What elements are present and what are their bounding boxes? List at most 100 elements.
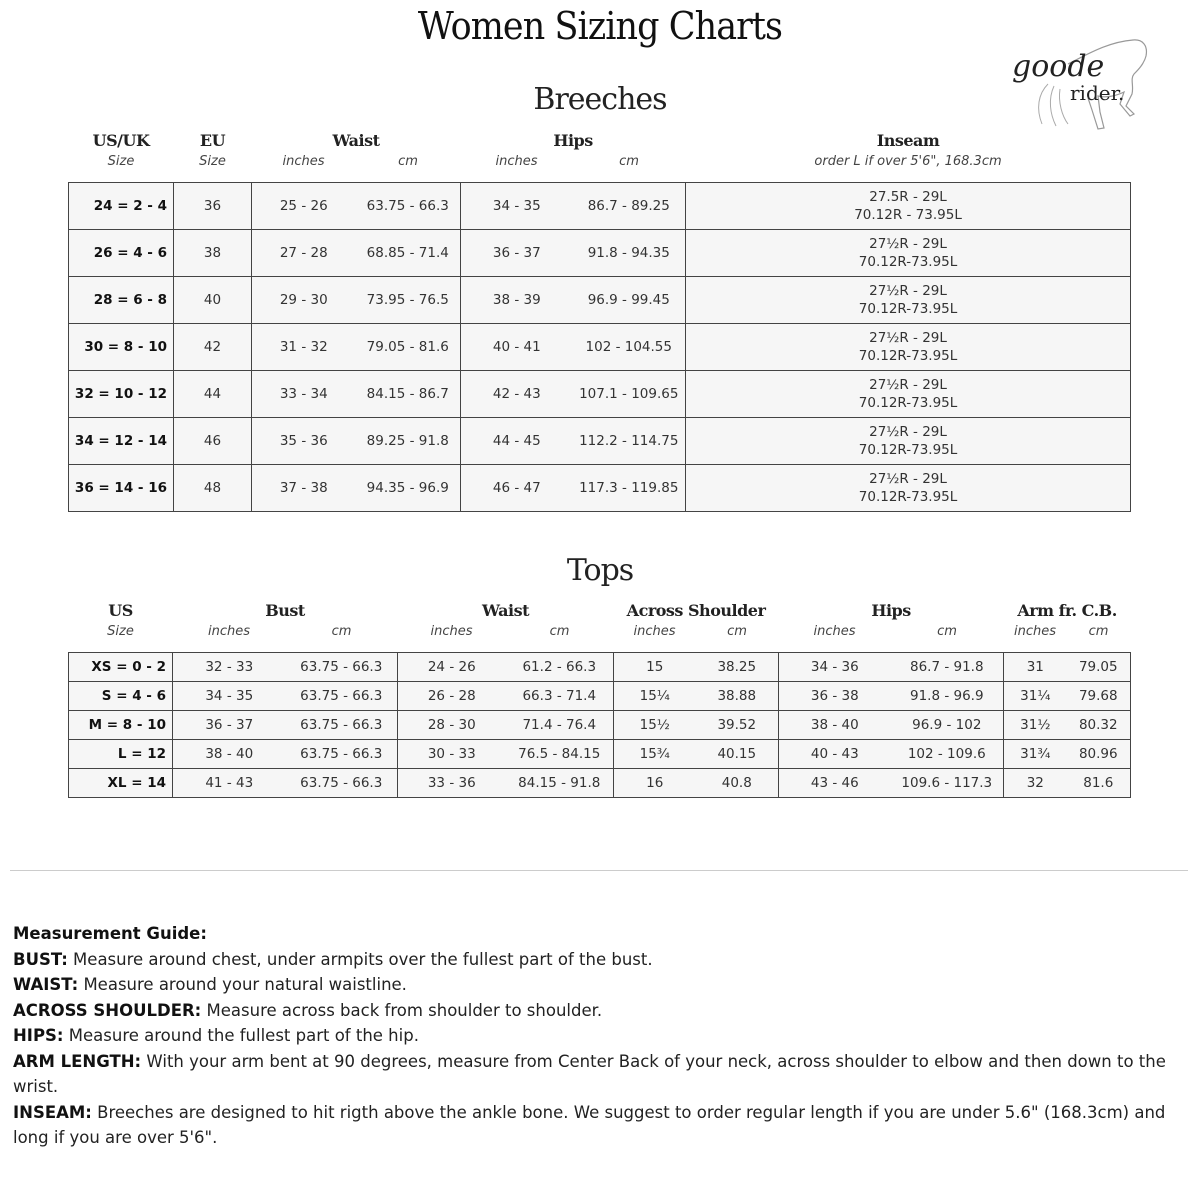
hips-cm-cell: 109.6 - 117.3	[890, 768, 1005, 798]
shoulder-inches-cell: 15¾	[613, 739, 696, 769]
bust-cm-cell: 63.75 - 66.3	[285, 739, 398, 769]
inseam-cell: 27½R - 29L 70.12R-73.95L	[685, 229, 1132, 277]
tops-title: Tops	[566, 553, 634, 588]
waist-cm-cell: 76.5 - 84.15	[505, 739, 615, 769]
waist-inches-cell: 26 - 28	[397, 681, 506, 711]
arm-inches-cell: 31¼	[1003, 681, 1067, 711]
guide-item: HIPS: Measure around the fullest part of…	[13, 1023, 1198, 1049]
table-row: L = 12 38 - 40 63.75 - 66.3 30 - 33 76.5 - 8…	[68, 739, 1132, 769]
inseam-inches: 27½R - 29L	[869, 283, 947, 299]
size-cell: 34 = 12 - 14	[68, 417, 174, 465]
eu-size-cell: 48	[173, 464, 252, 512]
guide-item: WAIST: Measure around your natural waist…	[13, 972, 1198, 998]
arm-cm-cell: 79.68	[1066, 681, 1132, 711]
table-row: 24 = 2 - 4 36 25 - 26 63.75 - 66.3 34 - 35 86…	[68, 182, 1132, 230]
guide-text: Measure around chest, under armpits over…	[67, 949, 653, 969]
waist-cm-cell: 73.95 - 76.5	[355, 276, 462, 324]
waist-inches-cell: 33 - 36	[397, 768, 506, 798]
bust-inches-cell: 34 - 35	[172, 681, 286, 711]
inseam-inches: 27.5R - 29L	[869, 189, 947, 205]
size-cell: 30 = 8 - 10	[68, 323, 174, 371]
inseam-cell: 27½R - 29L 70.12R-73.95L	[685, 323, 1132, 371]
waist-cm-cell: 68.85 - 71.4	[355, 229, 462, 277]
hips-inches-cell: 36 - 37	[460, 229, 573, 277]
breeches-title: Breeches	[533, 82, 667, 117]
waist-cm-cell: 63.75 - 66.3	[355, 182, 462, 230]
inseam-cell: 27½R - 29L 70.12R-73.95L	[685, 276, 1132, 324]
hips-inches-cell: 43 - 46	[778, 768, 891, 798]
size-cell: M = 8 - 10	[68, 710, 173, 740]
waist-inches-cell: 31 - 32	[251, 323, 356, 371]
bust-cm-cell: 63.75 - 66.3	[285, 768, 398, 798]
guide-term: HIPS:	[13, 1026, 64, 1045]
measurement-guide: Measurement Guide: BUST: Measure around …	[13, 921, 1198, 1151]
header-arm: Arm fr. C.B.	[1017, 601, 1117, 620]
arm-inches-cell: 32	[1003, 768, 1067, 798]
hips-inches-cell: 44 - 45	[460, 417, 573, 465]
header-waist: Waist	[332, 131, 380, 150]
arm-inches-cell: 31½	[1003, 710, 1067, 740]
waist-inches-cell: 25 - 26	[251, 182, 356, 230]
hips-inches-cell: 38 - 39	[460, 276, 573, 324]
bust-cm-cell: 63.75 - 66.3	[285, 710, 398, 740]
table-row: 30 = 8 - 10 42 31 - 32 79.05 - 81.6 40 - 41 1…	[68, 323, 1132, 371]
eu-size-cell: 44	[173, 370, 252, 418]
size-cell: L = 12	[68, 739, 173, 769]
guide-item: INSEAM: Breeches are designed to hit rig…	[13, 1100, 1198, 1151]
size-cell: S = 4 - 6	[68, 681, 173, 711]
hips-cm-cell: 102 - 104.55	[572, 323, 687, 371]
subheader-eu-size: Size	[199, 153, 226, 169]
waist-cm-cell: 66.3 - 71.4	[505, 681, 615, 711]
waist-cm-cell: 79.05 - 81.6	[355, 323, 462, 371]
size-cell: XS = 0 - 2	[68, 652, 173, 682]
guide-text: Measure around your natural waistline.	[78, 975, 407, 994]
subheader-bust-inches: inches	[207, 623, 250, 639]
bust-cm-cell: 63.75 - 66.3	[285, 652, 398, 682]
waist-cm-cell: 71.4 - 76.4	[505, 710, 615, 740]
shoulder-inches-cell: 16	[613, 768, 696, 798]
waist-cm-cell: 84.15 - 91.8	[505, 768, 615, 798]
inseam-inches: 27½R - 29L	[869, 236, 947, 252]
size-cell: 36 = 14 - 16	[68, 464, 174, 512]
hips-inches-cell: 34 - 35	[460, 182, 573, 230]
inseam-inches: 27½R - 29L	[869, 377, 947, 393]
arm-inches-cell: 31¾	[1003, 739, 1067, 769]
shoulder-inches-cell: 15	[613, 652, 696, 682]
hips-cm-cell: 117.3 - 119.85	[572, 464, 687, 512]
eu-size-cell: 40	[173, 276, 252, 324]
subheader-waist-inches: inches	[430, 623, 473, 639]
inseam-cm: 70.12R - 73.95L	[854, 207, 962, 223]
bust-cm-cell: 63.75 - 66.3	[285, 681, 398, 711]
hips-inches-cell: 46 - 47	[460, 464, 573, 512]
waist-inches-cell: 35 - 36	[251, 417, 356, 465]
subheader-size: Size	[107, 153, 135, 169]
hips-cm-cell: 102 - 109.6	[890, 739, 1005, 769]
size-cell: 32 = 10 - 12	[68, 370, 174, 418]
subheader-arm-cm: cm	[1088, 623, 1109, 639]
shoulder-inches-cell: 15¼	[613, 681, 696, 711]
hips-cm-cell: 91.8 - 96.9	[890, 681, 1005, 711]
tops-size-table: US Bust Waist Across Shoulder Hips Arm f…	[68, 598, 1132, 798]
header-inseam: Inseam	[876, 131, 940, 150]
hips-inches-cell: 42 - 43	[460, 370, 573, 418]
header-us: US	[108, 601, 133, 620]
svg-text:rider.: rider.	[1070, 81, 1124, 105]
inseam-inches: 27½R - 29L	[869, 330, 947, 346]
arm-inches-cell: 31	[1003, 652, 1067, 682]
guide-text: With your arm bent at 90 degrees, measur…	[13, 1051, 1166, 1097]
bust-inches-cell: 38 - 40	[172, 739, 286, 769]
waist-inches-cell: 29 - 30	[251, 276, 356, 324]
waist-cm-cell: 89.25 - 91.8	[355, 417, 462, 465]
header-bust: Bust	[265, 601, 305, 620]
subheader-arm-inches: inches	[1014, 623, 1057, 639]
bust-inches-cell: 32 - 33	[172, 652, 286, 682]
guide-item: ACROSS SHOULDER: Measure across back fro…	[13, 998, 1198, 1024]
guide-term: INSEAM:	[13, 1102, 92, 1122]
subheader-hips-cm: cm	[619, 153, 639, 169]
header-hips: Hips	[553, 131, 593, 150]
subheader-hips-inches: inches	[813, 623, 856, 639]
shoulder-inches-cell: 15½	[613, 710, 696, 740]
subheader-inseam-note: order L if over 5'6", 168.3cm	[814, 153, 1002, 169]
breeches-size-table: US/UK EU Waist Hips Inseam Size Size inc…	[68, 128, 1132, 512]
table-row: M = 8 - 10 36 - 37 63.75 - 66.3 28 - 30 71.4…	[68, 710, 1132, 740]
